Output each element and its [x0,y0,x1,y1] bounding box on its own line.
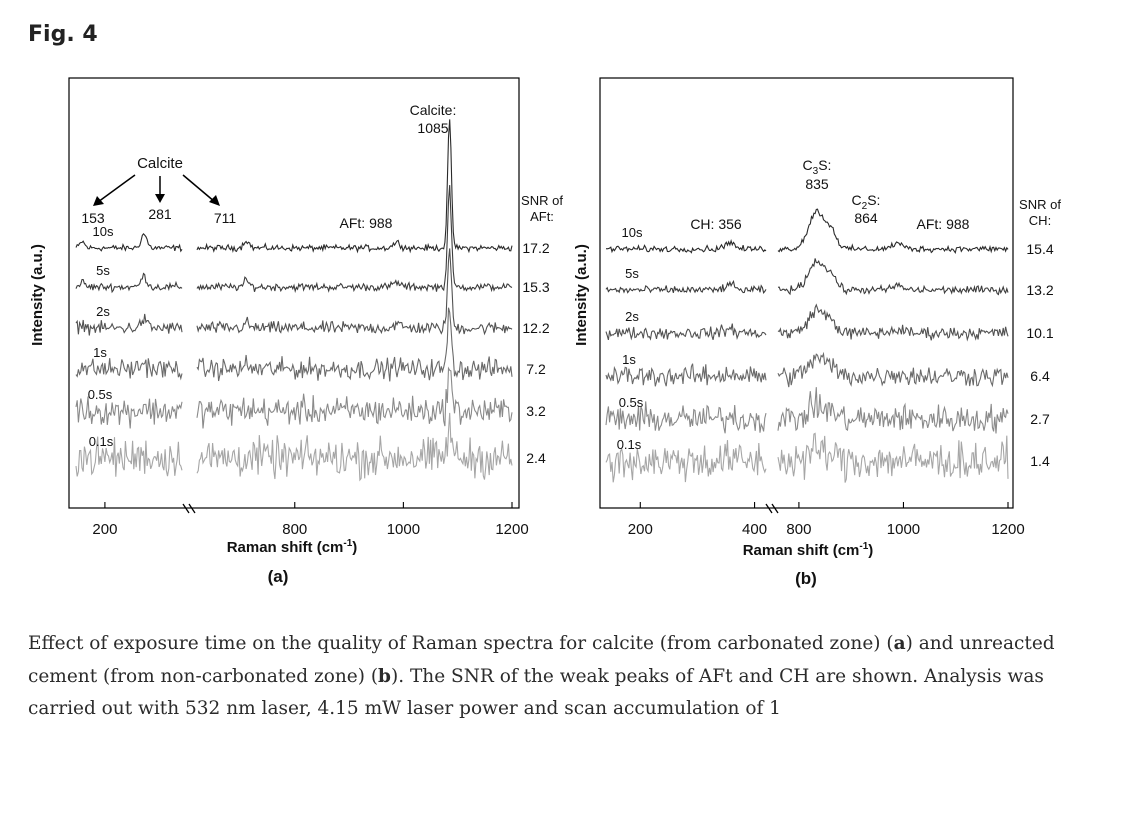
panel-b-exposure-labels: 10s 5s 2s 1s 0.5s 0.1s [617,225,644,452]
panel-a-x-ticks: 200 800 1000 1200 [92,502,529,538]
exposure-label: 0.5s [88,387,113,402]
spectrum-0_1s-segment-1 [196,412,513,482]
snr-value: 1.4 [1030,453,1050,469]
spectrum-5s-segment-1 [777,258,1009,296]
panel-a-snr-header-1: SNR of [521,193,563,208]
panel-b-y-axis-label: Intensity (a.u.) [573,244,590,346]
panel-b-label: (b) [795,569,817,588]
panel-b-x-ticks: 200 400 800 1000 1200 [628,502,1025,538]
panel-b-snr-values: 15.4 13.2 10.1 6.4 2.7 1.4 [1026,241,1053,469]
x-tick-label: 1200 [991,521,1024,538]
panel-a-label: (a) [268,567,289,586]
x-tick-label: 400 [742,521,767,538]
spectrum-1s-segment-0 [605,363,767,387]
figure-label: Fig. 4 [28,22,98,47]
calcite-arrows [93,174,220,206]
snr-value: 3.2 [526,403,546,419]
snr-value: 15.4 [1026,241,1053,257]
x-tick-label: 1000 [887,521,920,538]
annotation-calcite-main: Calcite: [410,102,457,118]
x-tick-label: 200 [628,521,653,538]
exposure-label: 0.1s [89,434,114,449]
exposure-label: 5s [96,263,110,278]
panel-b-spectra [605,208,1009,483]
annotation-aft-988-b: AFt: 988 [917,216,970,232]
spectrum-5s-segment-0 [75,272,183,294]
spectrum-0_5s-segment-1 [777,387,1009,434]
spectrum-0_5s-segment-1 [196,366,513,429]
annotation-c2s-864: 864 [854,210,878,226]
x-tick-label: 1200 [495,521,528,538]
panel-b-frame [599,77,1014,509]
spectrum-0_1s-segment-0 [605,440,767,483]
panel-a-x-axis-label: Raman shift (cm-1) [227,538,358,556]
spectrum-2s-segment-1 [777,303,1009,342]
x-tick-label: 800 [786,521,811,538]
spectrum-0_1s-segment-1 [777,432,1009,483]
panel-b-snr-header-1: SNR of [1019,197,1061,212]
annotation-calcite-1085: 1085 [417,120,448,136]
spectrum-10s-segment-0 [605,239,767,254]
annotation-calcite-group: Calcite [137,155,183,172]
exposure-label: 0.5s [619,395,644,410]
panel-a-spectra [75,119,513,482]
spectrum-10s-segment-0 [75,232,183,253]
annotation-peak-281: 281 [148,206,172,222]
annotation-peak-153: 153 [81,210,105,226]
panel-a-axis-break [182,503,196,514]
panel-b-axis-break [765,503,779,514]
x-tick-label: 200 [92,521,117,538]
exposure-label: 5s [625,266,639,281]
panel-a-frame [68,77,520,509]
spectrum-0_5s-segment-0 [605,401,767,434]
figure-chart: 200 800 1000 1200 Intensity (a.u.) Raman sh… [29,77,1061,588]
panel-a-y-axis-label: Intensity (a.u.) [29,244,46,346]
x-tick-label: 800 [282,521,307,538]
exposure-label: 2s [96,304,110,319]
spectrum-2s-segment-1 [196,248,513,336]
snr-value: 13.2 [1026,282,1053,298]
snr-value: 2.4 [526,450,546,466]
annotation-aft-988: AFt: 988 [340,215,393,231]
annotation-peak-711: 711 [214,210,237,226]
exposure-label: 10s [93,224,114,239]
panel-a: 200 800 1000 1200 Intensity (a.u.) Raman sh… [29,77,563,586]
exposure-label: 2s [625,309,639,324]
panel-b-x-axis-label: Raman shift (cm-1) [743,541,874,559]
spectrum-0_5s-segment-0 [75,396,183,429]
snr-value: 7.2 [526,361,546,377]
spectrum-1s-segment-0 [75,358,183,381]
spectrum-0_1s-segment-0 [75,436,183,477]
spectrum-1s-segment-1 [196,307,513,382]
spectrum-5s-segment-0 [605,279,767,294]
annotation-ch-356: CH: 356 [690,216,742,232]
exposure-label: 1s [93,345,107,360]
panel-a-exposure-labels: 10s 5s 2s 1s 0.5s 0.1s [88,224,114,449]
annotation-c2s: C2S: [852,192,881,212]
spectrum-10s-segment-1 [777,208,1009,255]
snr-value: 12.2 [522,320,549,336]
panel-b-snr-header-2: CH: [1029,213,1051,228]
exposure-label: 0.1s [617,437,642,452]
spectrum-5s-segment-1 [196,185,513,294]
annotation-c3s-835: 835 [805,176,829,192]
snr-value: 17.2 [522,240,549,256]
snr-value: 10.1 [1026,325,1053,341]
panel-a-snr-header-2: AFt: [530,209,554,224]
annotation-c3s: C3S: [803,157,832,177]
snr-value: 2.7 [1030,411,1050,427]
spectrum-2s-segment-0 [75,313,183,336]
spectrum-2s-segment-0 [605,323,767,341]
panel-b: 200 400 800 1000 1200 Intensity (a.u.) Raman… [573,77,1061,588]
panel-a-snr-values: 17.2 15.3 12.2 7.2 3.2 2.4 [522,240,549,466]
exposure-label: 1s [622,352,636,367]
x-tick-label: 1000 [387,521,420,538]
snr-value: 15.3 [522,279,549,295]
exposure-label: 10s [622,225,643,240]
snr-value: 6.4 [1030,368,1050,384]
spectrum-10s-segment-1 [196,119,513,254]
spectrum-1s-segment-1 [777,351,1009,388]
figure-caption: Effect of exposure time on the quality o… [28,633,1055,719]
